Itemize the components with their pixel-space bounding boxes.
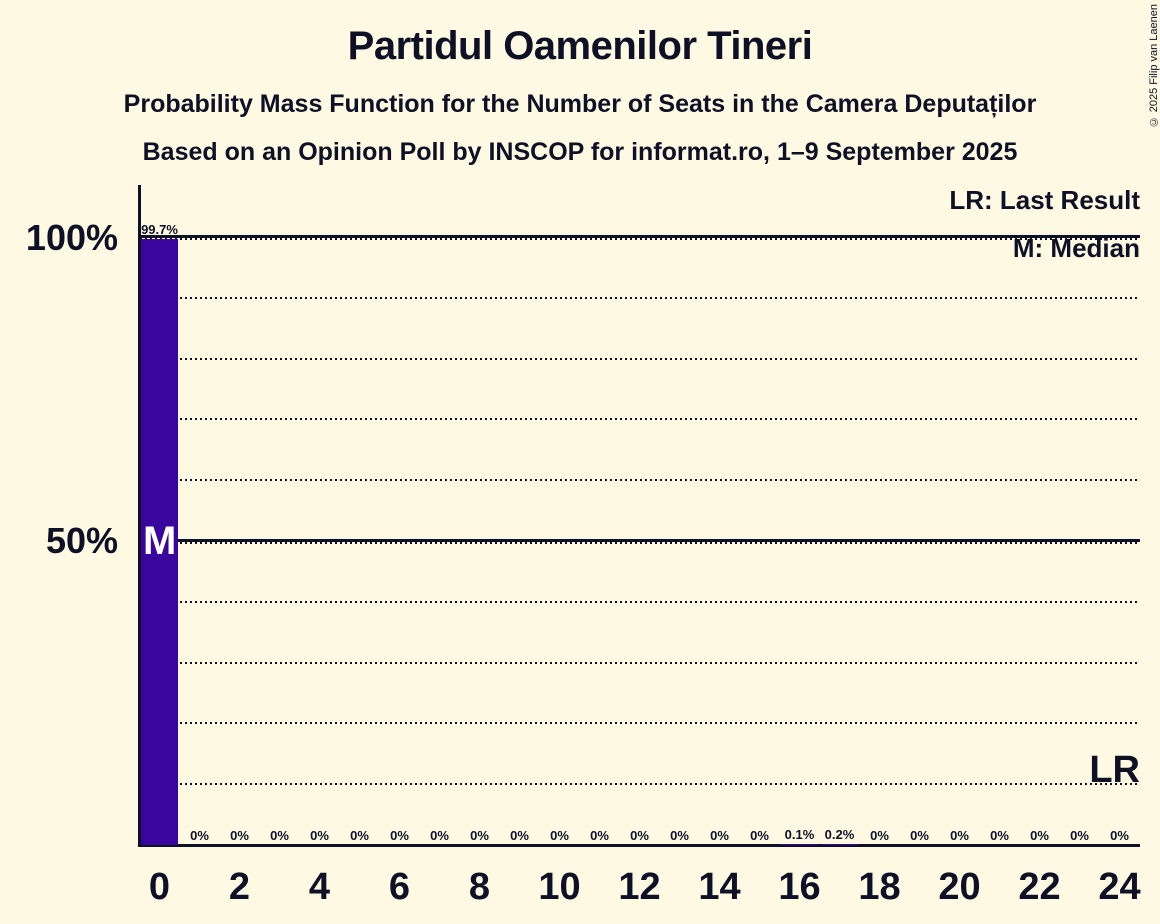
value-label-seat-24: 0%: [1110, 828, 1129, 843]
value-label-seat-3: 0%: [270, 828, 289, 843]
value-label-seat-14: 0%: [710, 828, 729, 843]
y-axis-label-100: 100%: [25, 217, 118, 258]
gridline-dotted-underlay-100: [140, 238, 1140, 240]
x-tick-label-24: 24: [1098, 866, 1141, 908]
x-tick-label-18: 18: [858, 866, 901, 908]
value-label-seat-23: 0%: [1070, 828, 1089, 843]
value-label-seat-21: 0%: [990, 828, 1009, 843]
gridline-dotted-underlay-50: [140, 542, 1140, 544]
x-tick-label-16: 16: [778, 866, 821, 908]
value-label-seat-7: 0%: [430, 828, 449, 843]
copyright-notice: © 2025 Filip van Laenen: [1148, 4, 1160, 128]
value-label-seat-20: 0%: [950, 828, 969, 843]
gridline-solid-50: [140, 539, 1140, 542]
bar-seat-16: [781, 844, 818, 845]
x-tick-label-8: 8: [468, 866, 491, 908]
gridline-dotted-40: [140, 600, 1140, 603]
value-label-seat-9: 0%: [510, 828, 529, 843]
value-label-seat-11: 0%: [590, 828, 609, 843]
bar-seat-17: [821, 843, 858, 845]
x-tick-label-2: 2: [228, 866, 251, 908]
value-label-seat-16: 0.1%: [784, 827, 815, 843]
x-axis-line: [138, 844, 1140, 847]
gridline-dotted-90: [140, 296, 1140, 299]
gridline-dotted-30: [140, 661, 1140, 664]
bar-seat-0: [141, 238, 178, 845]
gridline-dotted-70: [140, 418, 1140, 421]
x-tick-label-22: 22: [1018, 866, 1061, 908]
gridline-dotted-60: [140, 479, 1140, 482]
value-label-seat-4: 0%: [310, 828, 329, 843]
x-tick-label-12: 12: [618, 866, 661, 908]
chart-subtitle: Probability Mass Function for the Number…: [123, 90, 1037, 118]
legend-last-result: LR: Last Result: [949, 185, 1140, 215]
last-result-marker: LR: [1089, 749, 1140, 791]
y-axis-label-50: 50%: [45, 520, 118, 561]
value-label-seat-19: 0%: [910, 828, 929, 843]
value-label-seat-5: 0%: [350, 828, 369, 843]
value-label-seat-22: 0%: [1030, 828, 1049, 843]
value-label-seat-10: 0%: [550, 828, 569, 843]
x-tick-label-10: 10: [538, 866, 581, 908]
x-tick-label-6: 6: [388, 866, 411, 908]
x-tick-label-4: 4: [308, 866, 331, 908]
value-label-seat-2: 0%: [230, 828, 249, 843]
median-marker: M: [143, 519, 177, 563]
gridline-dotted-80: [140, 357, 1140, 360]
value-label-seat-1: 0%: [190, 828, 209, 843]
value-label-seat-15: 0%: [750, 828, 769, 843]
x-tick-label-0: 0: [148, 866, 171, 908]
value-label-seat-6: 0%: [390, 828, 409, 843]
value-label-seat-13: 0%: [670, 828, 689, 843]
page-title: Partidul Oamenilor Tineri: [347, 24, 813, 68]
value-label-seat-8: 0%: [470, 828, 489, 843]
value-label-seat-12: 0%: [630, 828, 649, 843]
x-tick-label-14: 14: [698, 866, 741, 908]
gridline-dotted-20: [140, 722, 1140, 725]
gridline-solid-100: [140, 235, 1140, 238]
x-tick-label-20: 20: [938, 866, 981, 908]
value-label-seat-18: 0%: [870, 828, 889, 843]
value-label-seat-0: 99.7%: [141, 221, 178, 237]
value-label-seat-17: 0.2%: [824, 826, 855, 842]
chart-source-line: Based on an Opinion Poll by INSCOP for i…: [142, 138, 1018, 166]
y-axis-line: [138, 185, 141, 847]
gridline-dotted-10: [140, 783, 1140, 786]
